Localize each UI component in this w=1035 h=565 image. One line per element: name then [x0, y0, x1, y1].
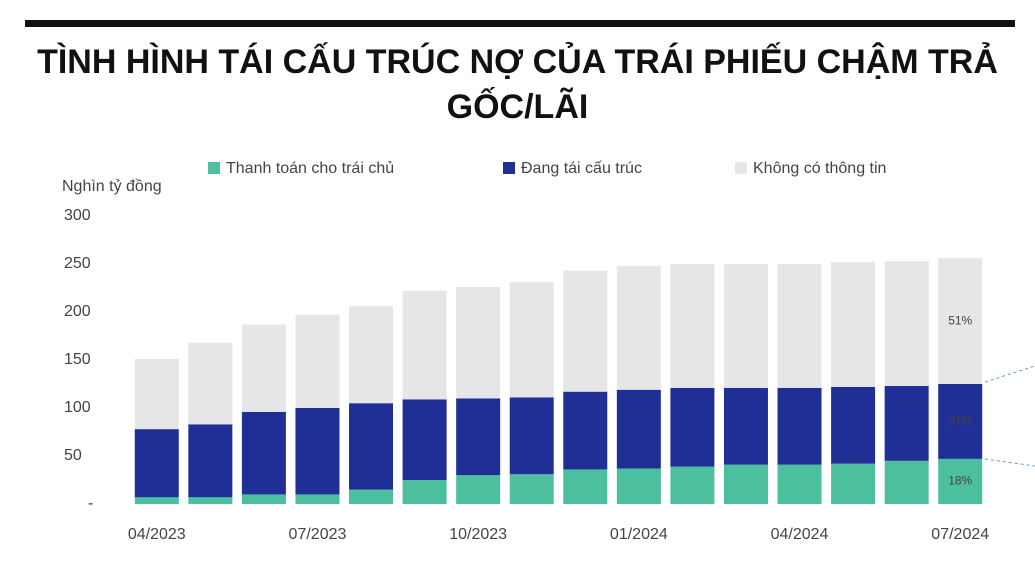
bar-segment [831, 386, 876, 464]
bar-segment [509, 397, 554, 475]
legend-label: Không có thông tin [753, 160, 886, 177]
bar-segment [241, 494, 286, 504]
bar-segment [884, 385, 929, 461]
x-tick-label: 07/2024 [931, 526, 989, 543]
bar-segment [938, 384, 983, 459]
bar-segment [938, 458, 983, 504]
y-tick-label: 300 [64, 207, 91, 224]
bar-segment [509, 282, 554, 398]
bar-segment [456, 475, 501, 504]
y-tick-label: 250 [64, 255, 91, 272]
value-annotation: 18% [948, 474, 972, 488]
y-tick-label: 200 [64, 303, 91, 320]
bar-segment [241, 411, 286, 495]
bar-segment [777, 387, 822, 465]
bar-segment [402, 480, 447, 504]
bar-segment [188, 497, 233, 504]
bar-segment [349, 489, 394, 504]
bar-segment [349, 403, 394, 490]
bar-segment [134, 359, 179, 430]
top-rule [25, 20, 1015, 27]
bar-segment [402, 290, 447, 400]
bar-segment [295, 314, 340, 408]
legend-label: Thanh toán cho trái chủ [226, 160, 394, 177]
legend-swatch [208, 162, 220, 174]
y-tick-label: 150 [64, 351, 91, 368]
bar-segment [616, 389, 661, 469]
bar-segment [723, 387, 768, 465]
chart-title: TÌNH HÌNH TÁI CẤU TRÚC NỢ CỦA TRÁI PHIẾU… [37, 43, 998, 126]
bar-segment [456, 287, 501, 399]
y-tick-label: - [88, 495, 93, 512]
bar-segment [777, 464, 822, 504]
bar-segment [831, 262, 876, 387]
bar-segment [723, 264, 768, 388]
bar-segment [188, 424, 233, 498]
x-tick-label: 07/2023 [289, 526, 347, 543]
legend-label: Đang tái cấu trúc [521, 160, 642, 177]
connector [984, 458, 1035, 467]
bar-segment [670, 466, 715, 504]
x-tick-label: 01/2024 [610, 526, 668, 543]
bar-segment [563, 270, 608, 392]
x-tick-label: 04/2024 [771, 526, 829, 543]
bar-segment [563, 469, 608, 504]
bar-segment [938, 258, 983, 384]
bar-segment [616, 468, 661, 504]
bar-segment [188, 342, 233, 425]
bar-segment [616, 265, 661, 390]
bar-segment [134, 429, 179, 498]
bar-segment [134, 497, 179, 504]
bar-segment [884, 261, 929, 386]
value-annotation: 31% [948, 414, 972, 428]
bar-segment [831, 463, 876, 504]
bar-segment [295, 408, 340, 495]
bar-segment [349, 306, 394, 404]
bar-segment [777, 264, 822, 388]
legend-swatch [503, 162, 515, 174]
connector [984, 365, 1035, 383]
bar-segment [670, 387, 715, 467]
bar-segment [295, 494, 340, 504]
bar-segment [241, 324, 286, 412]
bar-segment [509, 474, 554, 504]
legend-swatch [735, 162, 747, 174]
y-tick-label: 100 [64, 399, 91, 416]
bar-segment [563, 391, 608, 470]
x-tick-label: 04/2023 [128, 526, 186, 543]
bar-segment [456, 398, 501, 476]
bar-segment [670, 264, 715, 388]
value-annotation: 51% [948, 313, 972, 327]
y-tick-label: 50 [64, 447, 82, 464]
bar-segment [723, 464, 768, 504]
bar-segment [884, 460, 929, 504]
x-tick-label: 10/2023 [449, 526, 507, 543]
bar-segment [402, 399, 447, 480]
y-axis-label: Nghìn tỷ đồng [62, 178, 162, 195]
